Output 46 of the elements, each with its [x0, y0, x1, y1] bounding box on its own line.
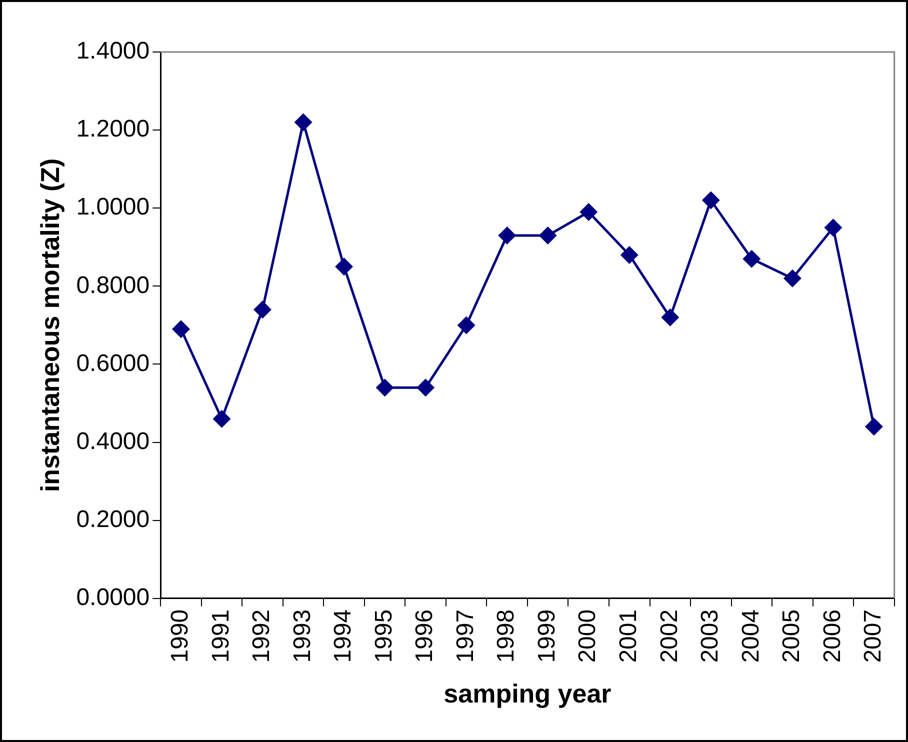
- x-tick-label: 1999: [533, 609, 560, 663]
- point: [294, 113, 312, 132]
- x-tick-label: 2002: [656, 609, 683, 663]
- x-tick-label: 2006: [818, 609, 846, 663]
- y-tick-label: 1.4000: [76, 38, 150, 65]
- x-tick-label: 1994: [330, 609, 357, 663]
- point: [538, 226, 557, 244]
- point: [457, 316, 476, 334]
- y-tick-label: 0.8000: [76, 272, 150, 299]
- point: [416, 378, 435, 397]
- point: [212, 410, 231, 428]
- point: [661, 308, 680, 326]
- point: [783, 269, 802, 288]
- point: [620, 246, 638, 264]
- point: [742, 250, 761, 268]
- point: [254, 300, 272, 319]
- x-tick-label: 1992: [248, 609, 276, 663]
- point: [824, 218, 842, 237]
- point: [580, 203, 598, 222]
- x-axis-title: samping year: [444, 678, 612, 709]
- y-tick-label: 1.2000: [76, 116, 150, 143]
- point: [376, 378, 394, 397]
- x-tick-label: 2004: [737, 609, 764, 663]
- x-tick-label: 2007: [860, 609, 887, 663]
- x-tick-label: 2003: [696, 609, 724, 663]
- y-axis-title: instantaneous mortality (Z): [34, 158, 65, 492]
- y-tick-label: 0.0000: [76, 584, 150, 612]
- point: [335, 258, 354, 276]
- y-tick-label: 0.2000: [76, 506, 150, 533]
- x-tick-label: 1990: [166, 609, 194, 663]
- point: [172, 320, 190, 338]
- y-tick-label: 1.0000: [76, 194, 150, 221]
- x-tick-label: 2005: [778, 609, 806, 663]
- x-tick-label: 1993: [288, 609, 316, 663]
- x-tick-label: 1995: [370, 609, 398, 663]
- point: [702, 191, 720, 210]
- point: [864, 418, 883, 436]
- x-tick-label: 1996: [411, 609, 438, 663]
- y-tick-label: 0.6000: [76, 350, 150, 377]
- x-tick-label: 1997: [452, 609, 479, 663]
- x-tick-label: 2001: [615, 609, 642, 663]
- x-tick-label: 1998: [492, 609, 520, 663]
- point: [498, 226, 516, 244]
- x-tick-label: 1991: [207, 609, 234, 663]
- y-tick-label: 0.4000: [76, 428, 150, 455]
- x-tick-label: 2000: [574, 609, 602, 663]
